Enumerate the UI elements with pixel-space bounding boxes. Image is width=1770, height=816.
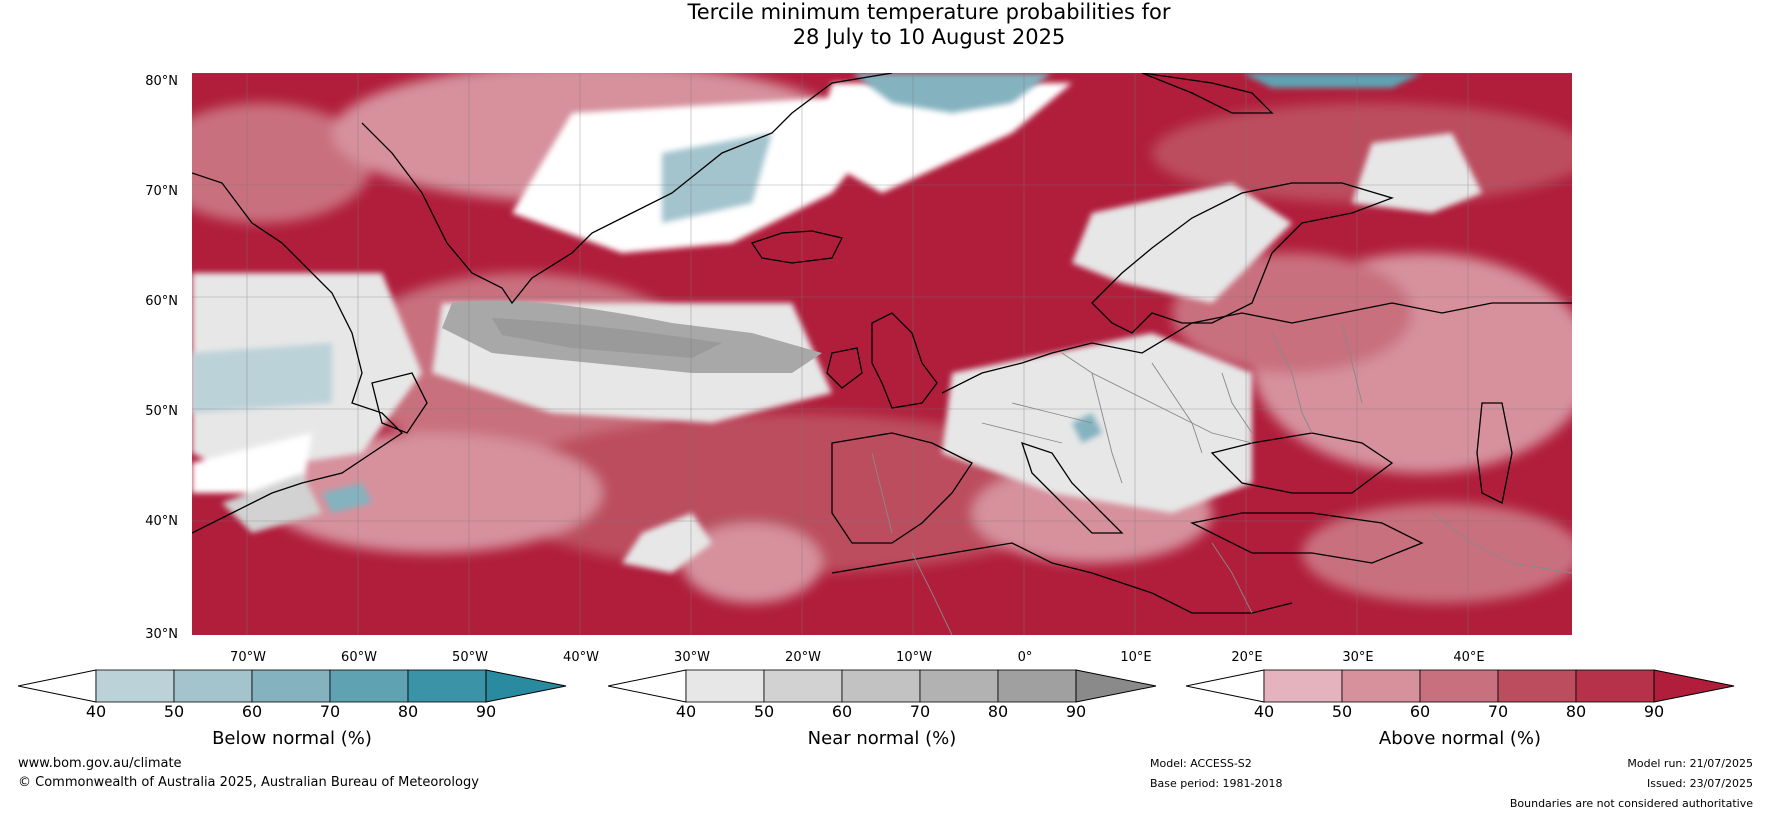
cbar-below-tick-70: 70 xyxy=(319,702,341,721)
coast-newfoundland xyxy=(371,372,428,434)
cbar-above-tick-60: 60 xyxy=(1409,702,1431,721)
coast-canada xyxy=(192,172,404,534)
lon-label-20e: 20°E xyxy=(1231,650,1263,665)
country-borders xyxy=(871,322,1572,635)
chart-title: Tercile minimum temperature probabilitie… xyxy=(0,0,1770,50)
colorbar-near-svg xyxy=(607,669,1157,703)
lon-label-0: 0° xyxy=(1017,650,1033,665)
lon-label-70w: 70°W xyxy=(230,650,266,665)
cbar-near-title: Near normal (%) xyxy=(807,728,957,749)
field-below-labrador xyxy=(192,343,332,413)
coast-turkey xyxy=(1190,512,1424,564)
colorbar-above xyxy=(1185,668,1738,708)
coast-greenland xyxy=(361,73,893,305)
coast-britain xyxy=(871,312,938,409)
cbar-below-tick-40: 40 xyxy=(85,702,107,721)
cbar-near-tick-90: 90 xyxy=(1065,702,1087,721)
field-below-arctic xyxy=(1242,73,1422,88)
coast-ireland xyxy=(826,347,863,389)
title-line-1: Tercile minimum temperature probabilitie… xyxy=(687,0,1171,24)
coastlines xyxy=(192,73,1572,614)
cbar-near-tick-50: 50 xyxy=(753,702,775,721)
coast-iceland xyxy=(750,230,843,264)
cbar-below-tick-60: 60 xyxy=(241,702,263,721)
cbar-above-title: Above normal (%) xyxy=(1378,728,1542,749)
colorbar-below-svg xyxy=(17,669,567,703)
lon-label-30e: 30°E xyxy=(1342,650,1374,665)
field-above-50-nova xyxy=(262,433,602,553)
lon-label-10e: 10°E xyxy=(1120,650,1152,665)
field-near-barents xyxy=(1352,133,1482,213)
lat-label-50n: 50°N xyxy=(145,404,178,419)
field-near-newengland xyxy=(192,433,312,493)
colorbar-below xyxy=(17,668,570,708)
colorbar-above-svg xyxy=(1185,669,1735,703)
footer-base-period: Base period: 1981-2018 xyxy=(1150,777,1283,790)
footer-issued: Issued: 23/07/2025 xyxy=(1646,777,1753,790)
lat-label-40n: 40°N xyxy=(145,514,178,529)
coast-scandinavia xyxy=(1091,182,1395,334)
cbar-below-tick-80: 80 xyxy=(397,702,419,721)
cbar-near-tick-40: 40 xyxy=(675,702,697,721)
coast-iberia xyxy=(831,432,973,544)
cbar-above-tick-90: 90 xyxy=(1643,702,1665,721)
footer-disclaimer: Boundaries are not considered authoritat… xyxy=(1509,797,1753,810)
lon-label-20w: 20°W xyxy=(785,650,821,665)
field-near-azores xyxy=(622,513,712,573)
field-near-white-north xyxy=(812,83,1072,193)
field-below-denmark-strait xyxy=(662,133,772,223)
probability-map xyxy=(192,73,1572,635)
lon-label-50w: 50°W xyxy=(452,650,488,665)
footer-model: Model: ACCESS-S2 xyxy=(1150,757,1252,770)
field-above-70-nw xyxy=(192,103,372,223)
field-above-50-azores xyxy=(682,523,822,603)
lon-label-10w: 10°W xyxy=(896,650,932,665)
field-near-scandinavia xyxy=(1072,183,1292,303)
lat-label-30n: 30°N xyxy=(145,627,178,642)
lat-label-80n: 80°N xyxy=(145,74,178,89)
cbar-above-tick-80: 80 xyxy=(1565,702,1587,721)
field-below-alps xyxy=(1072,413,1102,443)
coast-north-europe xyxy=(941,302,1572,394)
coast-arctic-islands xyxy=(1141,73,1274,114)
colorbar-near xyxy=(607,668,1160,708)
cbar-below-tick-90: 90 xyxy=(475,702,497,721)
cbar-above-tick-50: 50 xyxy=(1331,702,1353,721)
cbar-near-tick-80: 80 xyxy=(987,702,1009,721)
lat-label-70n: 70°N xyxy=(145,184,178,199)
field-below-coast xyxy=(322,483,372,513)
lat-label-60n: 60°N xyxy=(145,294,178,309)
field-above-70-turkey xyxy=(1302,503,1572,603)
footer-copyright: © Commonwealth of Australia 2025, Austra… xyxy=(18,775,479,790)
footer-model-run: Model run: 21/07/2025 xyxy=(1627,757,1753,770)
cbar-above-tick-70: 70 xyxy=(1487,702,1509,721)
lon-label-40w: 40°W xyxy=(563,650,599,665)
coast-north-africa xyxy=(831,542,1293,614)
title-line-2: 28 July to 10 August 2025 xyxy=(792,25,1066,49)
lon-label-40e: 40°E xyxy=(1453,650,1485,665)
footer-website: www.bom.gov.au/climate xyxy=(18,756,182,771)
lon-label-60w: 60°W xyxy=(341,650,377,665)
cbar-below-title: Below normal (%) xyxy=(212,728,372,749)
field-below-greenland-sea xyxy=(852,73,1052,113)
lon-label-30w: 30°W xyxy=(674,650,710,665)
graticule xyxy=(192,73,1572,635)
field-near-95-atlantic xyxy=(492,318,722,358)
coast-caspian xyxy=(1476,402,1513,504)
map-svg xyxy=(192,73,1572,635)
cbar-near-tick-60: 60 xyxy=(831,702,853,721)
cbar-below-tick-50: 50 xyxy=(163,702,185,721)
coast-black-sea xyxy=(1210,432,1394,494)
coast-italy xyxy=(1020,441,1124,534)
cbar-above-tick-40: 40 xyxy=(1253,702,1275,721)
cbar-near-tick-70: 70 xyxy=(909,702,931,721)
